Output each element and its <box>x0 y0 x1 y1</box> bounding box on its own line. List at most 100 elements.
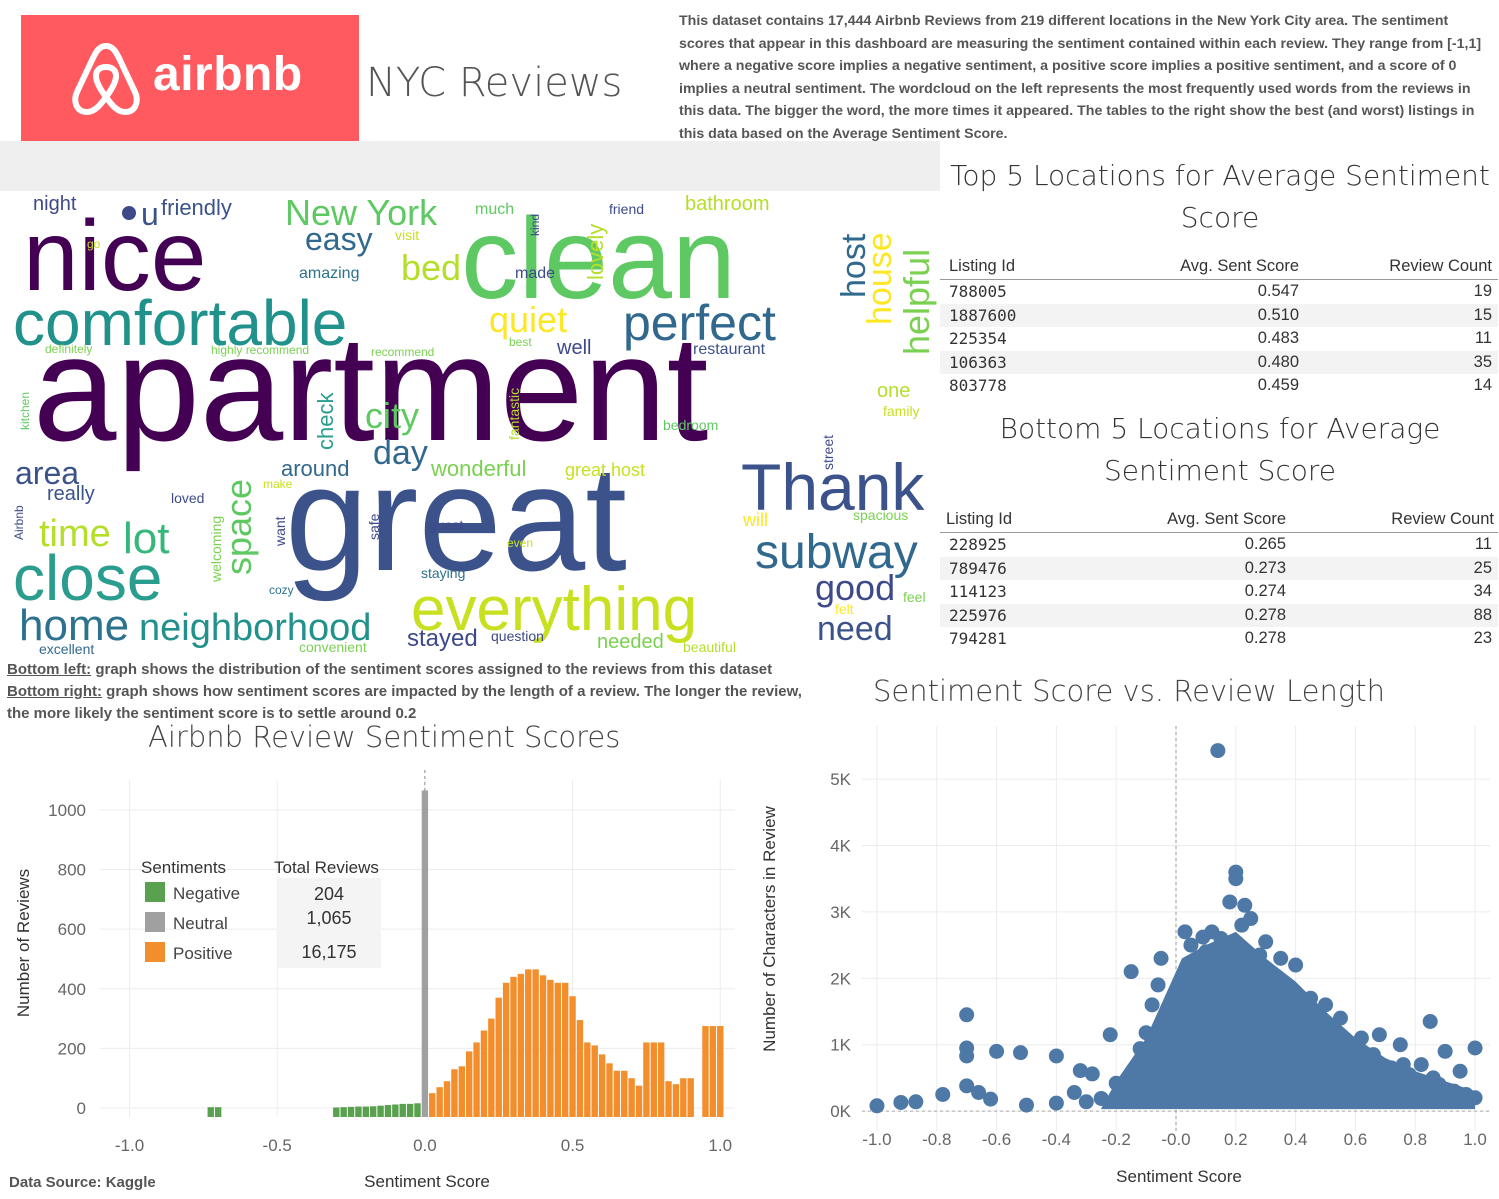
histogram-bar <box>569 996 576 1117</box>
wordcloud-word: close <box>13 542 162 614</box>
review-count-cell: 11 <box>1474 535 1492 554</box>
wordcloud-word: good <box>815 567 895 608</box>
wordcloud-word: guest <box>429 517 463 533</box>
wordcloud-word: host <box>835 233 873 298</box>
scatter-point <box>1335 1033 1351 1049</box>
scatter-point <box>908 1094 924 1110</box>
scatter-point <box>1012 1045 1028 1061</box>
histogram-bar <box>635 1085 643 1117</box>
wordcloud-word: comfortable <box>13 287 347 359</box>
wordcloud-word: lovely <box>583 224 608 280</box>
x-tick-label: 0.8 <box>1403 1130 1427 1149</box>
wordcloud-word: convenient <box>299 639 367 655</box>
avg-score-cell: 0.274 <box>1244 582 1286 601</box>
data-source: Data Source: Kaggle <box>9 1174 156 1191</box>
x-tick-label: -0.2 <box>1102 1130 1131 1149</box>
histogram-bar <box>406 1103 414 1117</box>
col-header-listing-id: Listing Id <box>940 508 1086 533</box>
y-tick-label: 5K <box>830 770 851 789</box>
intro-text: This dataset contains 17,444 Airbnb Revi… <box>679 13 1482 142</box>
legend-swatch <box>145 912 165 932</box>
page-title: NYC Reviews <box>366 60 623 106</box>
wordcloud-word: friendly <box>161 195 232 220</box>
scatter-point <box>1048 1048 1064 1064</box>
histogram-bar <box>443 1081 451 1117</box>
x-tick-label: -0.8 <box>922 1130 951 1149</box>
legend-entry-label: Neutral <box>173 914 228 933</box>
x-axis-label: Sentiment Score <box>1116 1167 1242 1186</box>
y-tick-label: 0 <box>77 1099 86 1118</box>
review-count-cell: 11 <box>1474 329 1492 348</box>
x-tick-label: -0.4 <box>1042 1130 1071 1149</box>
review-count-cell: 88 <box>1286 603 1498 627</box>
scatter-point <box>1084 1066 1100 1082</box>
wordcloud-word: amazing <box>299 265 359 282</box>
scatter-point <box>1365 1047 1381 1063</box>
wordcloud-word: staying <box>421 565 465 581</box>
scatter-point <box>1395 1057 1411 1073</box>
review-count-cell: 35 <box>1299 350 1498 374</box>
review-count-cell: 19 <box>1473 282 1492 301</box>
y-axis-label: Number of Reviews <box>14 869 33 1017</box>
legend-swatch <box>145 882 165 902</box>
wordcloud-word: excellent <box>39 641 94 657</box>
histogram-bar <box>606 1063 613 1117</box>
histogram-bar <box>709 1026 717 1117</box>
avg-score-cell: 0.510 <box>1089 303 1299 327</box>
listing-id-cell: 789476 <box>940 556 1086 580</box>
wordcloud-word: lot <box>123 514 169 563</box>
scatter-point <box>1446 1083 1462 1099</box>
wordcloud-word: recommend <box>371 345 434 359</box>
histogram-bar <box>598 1054 606 1117</box>
wordcloud-word: time <box>39 513 111 555</box>
y-tick-label: 1000 <box>48 801 86 820</box>
avg-score-cell: 0.273 <box>1086 556 1286 580</box>
scatter-point <box>1198 944 1214 960</box>
scatter-point <box>1294 994 1310 1010</box>
listing-id-cell: 114123 <box>949 582 1007 602</box>
review-count-cell: 23 <box>1473 629 1492 648</box>
histogram-title: Airbnb Review Sentiment Scores <box>148 720 621 754</box>
wordcloud-dot-icon <box>122 206 136 220</box>
scatter-point <box>1186 984 1202 1000</box>
wordcloud-word: great host <box>565 460 645 480</box>
histogram-bar <box>465 1051 473 1117</box>
listing-id-cell: 1887600 <box>940 303 1089 327</box>
wordcloud-word: home <box>19 601 129 650</box>
wordcloud-word: kind <box>528 214 542 236</box>
scatter-point <box>1422 1013 1438 1029</box>
table-row: 788005 0.547 19 <box>940 280 1498 304</box>
scatter-title: Sentiment Score vs. Review Length <box>873 674 1385 708</box>
wordcloud-word: need <box>817 610 893 648</box>
listing-id-cell: 788005 <box>949 282 1007 302</box>
histogram-bar <box>621 1070 628 1117</box>
scatter-point <box>1018 1097 1034 1113</box>
histogram-bar <box>687 1078 694 1117</box>
histogram-bar <box>399 1103 406 1117</box>
histogram-bar <box>421 790 429 1117</box>
scatter-point <box>1306 1017 1322 1033</box>
table-row: 803778 0.459 14 <box>940 374 1498 398</box>
scatter-point <box>1153 950 1169 966</box>
avg-score-cell: 0.278 <box>1086 603 1286 627</box>
col-header-review-count: Review Count <box>1299 255 1498 280</box>
legend-title: Sentiments <box>141 858 226 877</box>
histogram-bar <box>584 1042 591 1117</box>
chart-notes: Bottom left: graph shows the distributio… <box>7 659 827 725</box>
scatter-point <box>1228 864 1244 880</box>
listing-id-cell: 225354 <box>949 329 1007 349</box>
scatter-point <box>1467 1040 1483 1056</box>
wordcloud-word: spacious <box>853 507 908 523</box>
wordcloud-word: perfect <box>623 295 776 351</box>
histogram-bar <box>510 976 517 1117</box>
wordcloud-word: family <box>883 403 920 419</box>
scatter-point <box>1252 947 1268 963</box>
histogram-bar <box>473 1042 480 1117</box>
wordcloud-word: visit <box>395 227 419 243</box>
wordcloud-word: stayed <box>407 625 478 652</box>
wordcloud-word: Airbnb <box>12 505 26 540</box>
x-tick-label: -1.0 <box>115 1136 144 1155</box>
histogram-bar <box>517 973 525 1117</box>
x-tick-label: 0.0 <box>413 1136 437 1155</box>
histogram-bar <box>495 997 502 1117</box>
